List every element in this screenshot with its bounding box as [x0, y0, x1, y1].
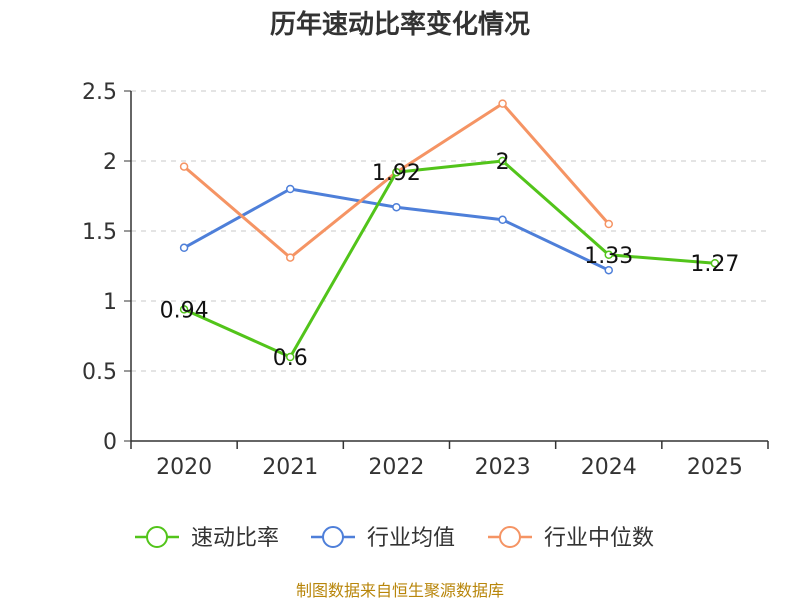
y-tick-label: 1.5 [82, 220, 117, 245]
series-point [604, 250, 613, 260]
y-tick-label: 0 [103, 430, 117, 455]
data-label: 1.33 [584, 244, 633, 269]
x-tick-label: 2020 [156, 455, 212, 480]
data-label: 1.92 [372, 161, 421, 186]
series-point [286, 352, 295, 362]
x-tick-label: 2025 [687, 455, 743, 480]
chart-title: 历年速动比率变化情况 [270, 9, 530, 40]
legend-item: 行业均值 [311, 526, 455, 551]
series-point [392, 167, 401, 177]
legend-label: 行业均值 [367, 526, 455, 551]
series-point [179, 305, 189, 314]
series-point [498, 156, 507, 166]
legend-item: 行业中位数 [488, 526, 654, 551]
series-point [392, 202, 401, 212]
data-label: 1.27 [690, 252, 739, 277]
series-point [498, 215, 507, 225]
series-point [179, 243, 189, 253]
series-point [710, 258, 720, 268]
legend-label: 行业中位数 [544, 526, 654, 551]
grid-layer [131, 90, 768, 372]
source-footer: 制图数据来自恒生聚源数据库 [296, 581, 504, 600]
y-tick-label: 1 [103, 290, 117, 315]
x-tick-label: 2021 [262, 455, 318, 480]
series-point [286, 253, 295, 262]
y-tick-label: 2.5 [82, 80, 117, 105]
series-point [604, 219, 613, 229]
x-tick-label: 2022 [368, 455, 424, 480]
series-point [498, 99, 507, 108]
series-point [286, 184, 295, 194]
data-label: 0.94 [160, 298, 209, 323]
legend-marker [322, 526, 344, 548]
axis-layer: 0 0.5 1 1.5 2 2.5 2020 2021 2022 2023 2024 2025 [82, 80, 769, 480]
legend-item: 速动比率 [135, 526, 279, 551]
y-tick-label: 2 [103, 150, 117, 175]
legend: 速动比率 行业均值 行业中位数 [135, 526, 654, 551]
legend-label: 速动比率 [191, 526, 279, 551]
series-line [183, 187, 610, 272]
data-label: 2 [496, 150, 510, 175]
x-tick-label: 2023 [475, 455, 531, 480]
legend-marker [499, 526, 521, 548]
data-label: 0.6 [273, 346, 308, 371]
series-line [183, 159, 716, 359]
series-layer [179, 99, 720, 362]
x-tick-label: 2024 [581, 455, 637, 480]
y-tick-label: 0.5 [82, 360, 117, 385]
label-layer: 0.94 0.6 1.92 2 1.33 1.27 [160, 150, 740, 371]
series-point [179, 162, 189, 171]
series-point [604, 265, 613, 275]
legend-marker [146, 526, 168, 548]
